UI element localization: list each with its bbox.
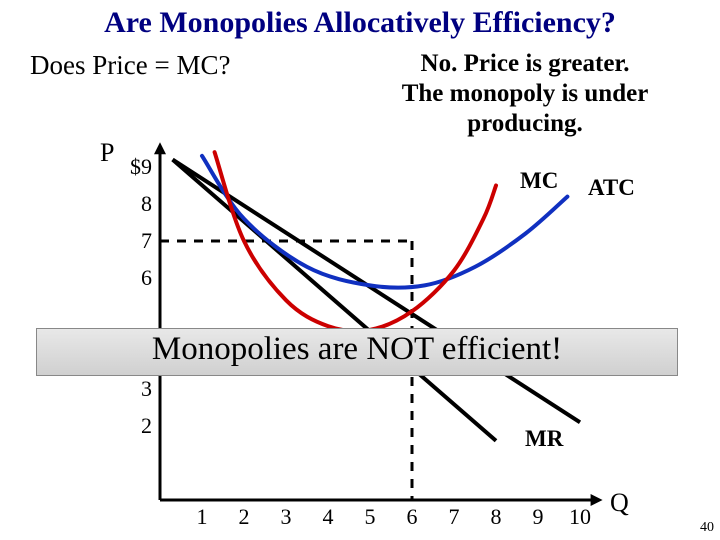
monopoly-graph	[0, 0, 720, 540]
efficiency-banner: Monopolies are NOT efficient!	[36, 328, 678, 376]
mr-label: MR	[525, 426, 563, 452]
mc-label: MC	[520, 168, 558, 194]
slide-number: 40	[700, 520, 714, 536]
atc-label: ATC	[588, 175, 635, 201]
